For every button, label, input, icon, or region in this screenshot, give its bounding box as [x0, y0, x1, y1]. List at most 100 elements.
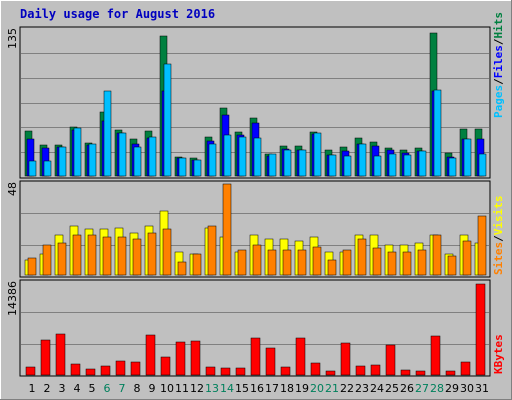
- bar-pages-day-3: [58, 146, 67, 177]
- bar-pages-day-12: [193, 159, 202, 177]
- bar-kbytes-day-24: [370, 364, 381, 376]
- bar-pages-day-11: [178, 157, 187, 177]
- day-label-7: 7: [119, 382, 126, 395]
- day-label-12: 12: [190, 382, 204, 395]
- bar-kbytes-day-6: [100, 365, 111, 376]
- day-label-26: 26: [400, 382, 414, 395]
- legend-item: /: [492, 38, 505, 45]
- day-label-6: 6: [104, 382, 111, 395]
- bar-pages-day-27: [418, 150, 427, 177]
- legend-item: Hits: [492, 12, 505, 39]
- legend-item: KBytes: [492, 334, 505, 374]
- bar-kbytes-day-12: [190, 340, 201, 376]
- chart-title: Daily usage for August 2016: [20, 7, 215, 21]
- bar-pages-day-31: [478, 153, 487, 177]
- bar-sites-day-27: [417, 249, 427, 276]
- x-axis-day-labels: 1 2 3 4 5 6 7 8 9 10 11 12 13 14 15 16 17 18 19 20 21 22 23 24 2…: [29, 382, 490, 395]
- top-bars: [24, 32, 487, 177]
- bar-sites-day-8: [132, 238, 142, 276]
- top-legend: Pages/Files/Hits: [492, 12, 505, 118]
- bar-sites-day-10: [162, 228, 172, 276]
- bar-kbytes-day-5: [85, 368, 96, 376]
- bar-sites-day-9: [147, 232, 157, 276]
- mid-ymax-label: 48: [6, 182, 19, 196]
- bar-pages-day-30: [463, 138, 472, 177]
- bar-sites-day-1: [27, 257, 37, 276]
- day-label-1: 1: [29, 382, 36, 395]
- bar-pages-day-8: [133, 146, 142, 177]
- bar-sites-day-14: [222, 183, 232, 276]
- bar-sites-day-26: [402, 251, 412, 276]
- bar-sites-day-15: [237, 249, 247, 276]
- bar-pages-day-7: [118, 132, 127, 177]
- day-label-22: 22: [340, 382, 354, 395]
- top-ymax-label: 135: [6, 28, 19, 49]
- bar-sites-day-18: [282, 249, 292, 276]
- bar-kbytes-day-27: [415, 370, 426, 376]
- bar-kbytes-day-26: [400, 369, 411, 376]
- bar-pages-day-24: [373, 155, 382, 177]
- day-label-5: 5: [89, 382, 96, 395]
- bar-pages-day-29: [448, 157, 457, 177]
- legend-item: /: [492, 235, 505, 242]
- bar-sites-day-19: [297, 249, 307, 276]
- bar-pages-day-4: [73, 127, 82, 177]
- bar-sites-day-5: [87, 234, 97, 276]
- bar-pages-day-1: [28, 160, 37, 177]
- bar-pages-day-5: [88, 143, 97, 177]
- day-label-15: 15: [235, 382, 249, 395]
- bar-sites-day-29: [447, 255, 457, 276]
- bar-pages-day-17: [268, 153, 277, 177]
- day-label-19: 19: [295, 382, 309, 395]
- day-label-10: 10: [160, 382, 174, 395]
- day-label-16: 16: [250, 382, 264, 395]
- bar-pages-day-9: [148, 136, 157, 177]
- bar-sites-day-11: [177, 261, 187, 276]
- bar-pages-day-26: [403, 154, 412, 177]
- bar-kbytes-day-19: [295, 337, 306, 376]
- bar-pages-day-10: [163, 63, 172, 177]
- bar-pages-day-18: [283, 149, 292, 177]
- bar-kbytes-day-10: [160, 356, 171, 376]
- bar-sites-day-20: [312, 246, 322, 276]
- bar-sites-day-24: [372, 247, 382, 276]
- bar-sites-day-31: [477, 215, 487, 276]
- day-label-25: 25: [385, 382, 399, 395]
- bar-kbytes-day-1: [25, 366, 36, 376]
- mid-legend: Sites/Visits: [492, 196, 505, 276]
- bar-sites-day-2: [42, 244, 52, 276]
- bar-kbytes-day-13: [205, 366, 216, 376]
- bar-kbytes-day-17: [265, 347, 276, 376]
- bar-kbytes-day-2: [40, 339, 51, 376]
- bar-pages-day-16: [253, 137, 262, 177]
- day-label-3: 3: [59, 382, 66, 395]
- bar-sites-day-28: [432, 234, 442, 276]
- bar-pages-day-25: [388, 153, 397, 177]
- bar-kbytes-day-25: [385, 344, 396, 376]
- day-label-14: 14: [220, 382, 234, 395]
- bar-kbytes-day-28: [430, 335, 441, 376]
- bar-sites-day-25: [387, 251, 397, 276]
- day-label-2: 2: [44, 382, 51, 395]
- bar-sites-day-7: [117, 236, 127, 276]
- day-label-23: 23: [355, 382, 369, 395]
- bar-sites-day-16: [252, 244, 262, 276]
- day-label-18: 18: [280, 382, 294, 395]
- bottom-legend: KBytes: [492, 334, 505, 374]
- bar-sites-day-22: [342, 249, 352, 276]
- day-label-11: 11: [175, 382, 189, 395]
- day-label-31: 31: [475, 382, 489, 395]
- bar-pages-day-2: [43, 160, 52, 177]
- bar-sites-day-21: [327, 259, 337, 276]
- bar-kbytes-day-16: [250, 337, 261, 376]
- bar-sites-day-17: [267, 249, 277, 276]
- bar-sites-day-3: [57, 242, 67, 276]
- bottom-bars: [25, 283, 486, 376]
- bar-kbytes-day-9: [145, 334, 156, 376]
- day-label-20: 20: [310, 382, 324, 395]
- bar-kbytes-day-3: [55, 333, 66, 376]
- legend-item: Pages: [492, 85, 505, 118]
- day-label-30: 30: [460, 382, 474, 395]
- bar-kbytes-day-31: [475, 283, 486, 376]
- day-label-9: 9: [149, 382, 156, 395]
